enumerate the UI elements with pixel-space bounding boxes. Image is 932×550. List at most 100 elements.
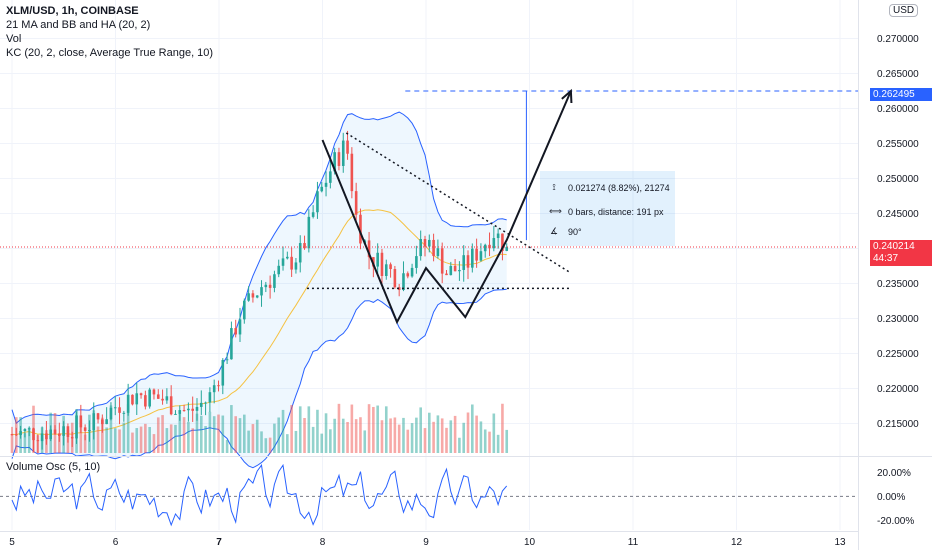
volume-bar <box>415 417 418 453</box>
candle-body <box>281 258 285 266</box>
candle-body <box>217 385 220 387</box>
volume-bar <box>208 411 212 453</box>
candle-body <box>384 264 388 277</box>
oscillator-title[interactable]: Volume Osc (5, 10) <box>6 461 101 473</box>
osc-tick-label: 0.00% <box>877 492 905 503</box>
candle-body <box>311 212 315 217</box>
price-tick-label: 0.255000 <box>877 139 919 150</box>
resistance-trendline <box>345 132 572 274</box>
volume-bar <box>217 414 220 453</box>
candle-body <box>359 214 362 244</box>
candle-body <box>316 191 319 213</box>
candle-body <box>10 434 14 435</box>
volume-bar <box>359 417 362 453</box>
price-tick-label: 0.265000 <box>877 69 919 80</box>
volume-bar <box>79 419 83 453</box>
volume-bar <box>410 423 414 453</box>
candle-body <box>333 152 336 172</box>
pattern-drawings[interactable] <box>0 88 858 325</box>
volume-bar <box>501 403 504 453</box>
volume-bar <box>427 412 431 453</box>
candle-body <box>36 440 40 442</box>
volume-bar <box>384 406 388 453</box>
volume-bar <box>363 430 367 453</box>
candle-body <box>260 287 263 296</box>
keltner-bollinger-bands <box>11 111 507 469</box>
candle-body <box>380 252 384 277</box>
volume-bar <box>350 404 354 453</box>
volume-bar <box>118 429 121 453</box>
candle-body <box>247 293 250 301</box>
volume-bar <box>496 434 500 453</box>
measure-price-range: 0.021274 (8.82%), 21274 <box>568 182 670 193</box>
volume-bar <box>303 418 306 453</box>
candle-body <box>212 385 216 393</box>
currency-badge[interactable]: USD <box>889 4 919 17</box>
candle-body <box>135 393 139 405</box>
candle-body <box>501 233 504 251</box>
volume-bar <box>83 434 87 453</box>
indicator-bb-label[interactable]: 21 MA and BB and HA (20, 2) <box>6 19 151 31</box>
volume-bar <box>113 428 117 453</box>
volume-bar <box>161 415 164 453</box>
volume-bar <box>144 423 147 453</box>
candle-body <box>440 248 444 274</box>
volume-bar <box>178 413 182 453</box>
volume-bar <box>298 406 302 453</box>
candle-body <box>75 415 78 439</box>
candle-body <box>376 252 379 267</box>
candle-body <box>286 256 289 259</box>
candle-body <box>419 239 422 257</box>
volume-bar <box>380 420 384 453</box>
volume-bar <box>324 413 328 453</box>
candle-body <box>187 408 190 411</box>
candle-body <box>397 287 401 291</box>
volume-bar <box>255 419 259 453</box>
candle-body <box>225 359 229 361</box>
candle-body <box>453 265 457 272</box>
candle-body <box>230 328 233 360</box>
volume-bar <box>225 439 229 453</box>
upper-band <box>11 111 507 425</box>
candle-body <box>337 152 341 166</box>
volume-bar <box>286 434 289 453</box>
candle-body <box>45 433 48 440</box>
volume-bar <box>277 417 281 453</box>
volume-bar <box>187 421 190 453</box>
time-tick-label: 13 <box>834 537 846 548</box>
candle-body <box>406 273 410 277</box>
symbol-title[interactable]: XLM/USD, 1h, COINBASE <box>6 5 139 17</box>
candlesticks <box>10 130 509 454</box>
volume-bar <box>333 418 336 453</box>
volume-bar <box>419 407 422 453</box>
indicator-vol-label[interactable]: Vol <box>6 33 22 45</box>
bar-countdown: 44:37 <box>873 253 899 264</box>
candle-body <box>156 394 160 399</box>
target-price-value: 0.262495 <box>873 89 915 100</box>
candle-body <box>277 265 281 275</box>
candle-body <box>432 239 435 257</box>
candle-body <box>324 182 328 187</box>
volume-bar <box>109 405 113 453</box>
candle-body <box>66 426 70 437</box>
target-price-tag: 0.262495 <box>870 88 932 101</box>
candle-body <box>341 140 345 166</box>
volume-bar <box>221 415 225 453</box>
volume-bar <box>199 415 203 453</box>
candle-body <box>367 240 371 258</box>
volume-bar <box>290 405 293 453</box>
candle-body <box>144 395 147 407</box>
candle-body <box>40 433 44 442</box>
candle-body <box>393 269 397 288</box>
candle-body <box>243 300 246 320</box>
candle-body <box>169 396 173 415</box>
volume-bar <box>10 434 14 453</box>
indicator-kc-label[interactable]: KC (20, 2, close, Average True Range, 10… <box>6 47 214 59</box>
current-price-tag: 0.240214 44:37 <box>870 240 932 266</box>
candle-body <box>402 273 405 291</box>
candle-body <box>264 284 268 288</box>
volume-bar <box>260 431 263 453</box>
candle-body <box>195 406 199 411</box>
candle-body <box>161 398 164 401</box>
